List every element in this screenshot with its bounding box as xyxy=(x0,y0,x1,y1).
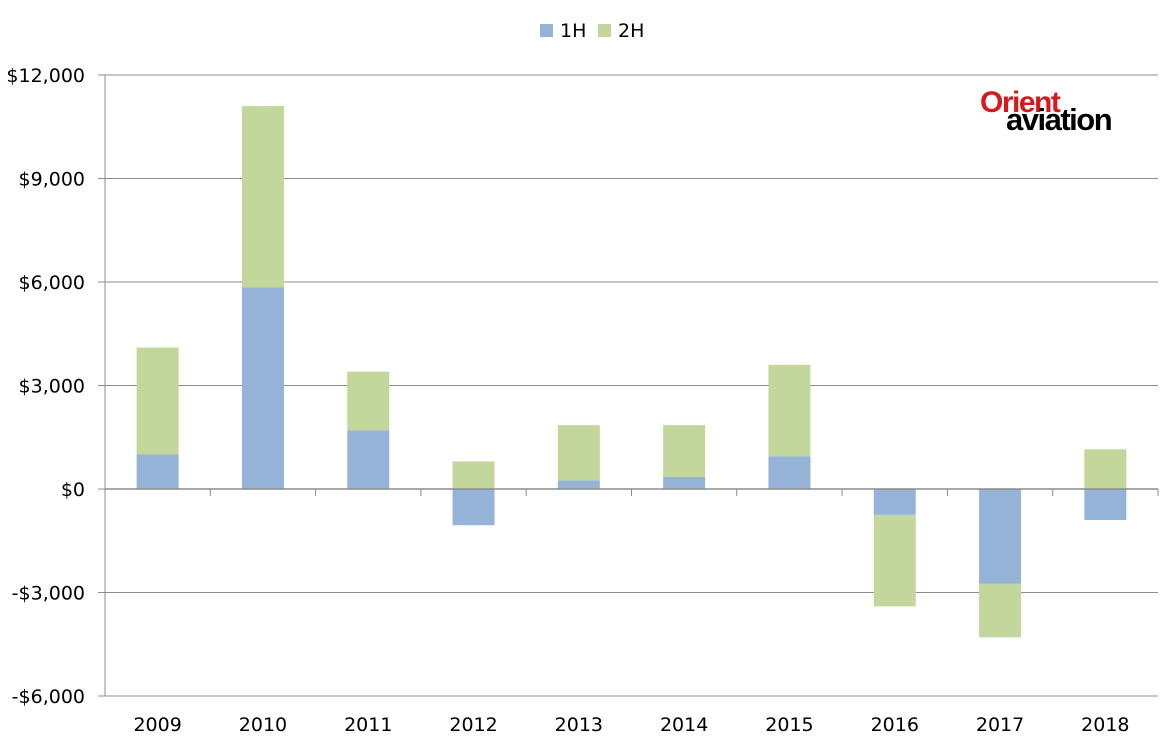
bar-1h-2018 xyxy=(1084,489,1127,521)
y-tick-label: -$3,000 xyxy=(12,583,85,605)
svg-text:Orient: Orient xyxy=(980,86,1061,119)
x-tick-label: 2017 xyxy=(976,714,1024,736)
y-tick-label: $6,000 xyxy=(19,272,85,294)
bar-1h-2009 xyxy=(136,454,179,489)
y-tick-label: $9,000 xyxy=(19,169,85,191)
bar-1h-2017 xyxy=(979,489,1022,584)
bars xyxy=(136,106,1127,638)
bar-2h-2013 xyxy=(557,425,600,481)
bar-2h-2012 xyxy=(452,461,495,489)
y-tick-label: -$6,000 xyxy=(12,686,85,708)
bar-2h-2011 xyxy=(347,371,390,431)
axes xyxy=(104,75,1159,696)
x-tick-label: 2018 xyxy=(1081,714,1129,736)
y-tick-label: $3,000 xyxy=(19,376,85,398)
bar-2h-2017 xyxy=(979,583,1022,638)
y-tick-label: $12,000 xyxy=(6,65,85,87)
bar-1h-2011 xyxy=(347,430,390,489)
svg-text:aviation: aviation xyxy=(1006,102,1112,137)
x-tick-label: 2013 xyxy=(555,714,603,736)
bar-2h-2018 xyxy=(1084,449,1127,489)
legend: 1H 2H xyxy=(540,20,644,42)
x-tick-label: 2016 xyxy=(871,714,919,736)
legend-swatch-2h xyxy=(598,24,611,37)
y-axis-tick-labels: -$6,000 -$3,000 $0 $3,000 $6,000 $9,000 $12,00… xyxy=(6,65,85,708)
legend-swatch-1h xyxy=(540,24,553,37)
x-tick-label: 2014 xyxy=(660,714,708,736)
bar-2h-2014 xyxy=(663,425,706,477)
orient-aviation-logo: Orient aviation xyxy=(980,86,1113,137)
bar-2h-2009 xyxy=(136,347,179,455)
bar-1h-2015 xyxy=(768,456,811,489)
bar-2h-2016 xyxy=(873,514,916,607)
bar-1h-2013 xyxy=(557,480,600,489)
x-tick-label: 2010 xyxy=(239,714,287,736)
bar-2h-2010 xyxy=(241,106,284,288)
bar-1h-2010 xyxy=(241,287,284,489)
legend-label-1h: 1H xyxy=(560,20,586,42)
x-tick-label: 2012 xyxy=(449,714,497,736)
y-tick-label: $0 xyxy=(61,479,85,501)
bar-2h-2015 xyxy=(768,364,811,457)
x-tick-label: 2011 xyxy=(344,714,392,736)
bar-1h-2016 xyxy=(873,489,916,515)
x-tick-label: 2015 xyxy=(765,714,813,736)
bar-1h-2014 xyxy=(663,476,706,489)
x-axis-tick-labels: 2009 2010 2011 2012 2013 2014 2015 2016 2017 2018 xyxy=(133,714,1129,736)
x-tick-label: 2009 xyxy=(133,714,181,736)
legend-label-2h: 2H xyxy=(618,20,644,42)
bar-1h-2012 xyxy=(452,489,495,526)
